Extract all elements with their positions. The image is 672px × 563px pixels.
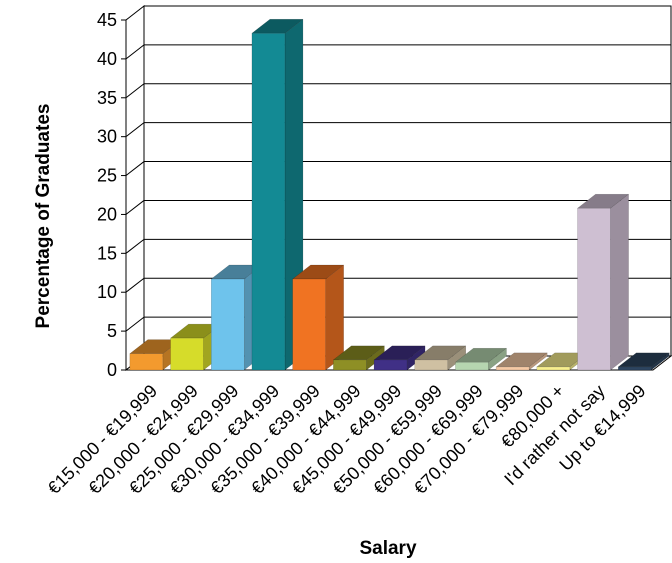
y-axis-title: Percentage of Graduates [33,104,54,329]
bar [373,345,426,371]
gridline-side [125,161,145,176]
y-tick-label: 0 [107,360,117,380]
gridline-side [125,277,145,293]
bar-front [170,337,204,371]
bar [291,264,345,371]
gridline-side [125,200,145,215]
y-tick-label: 15 [97,243,117,263]
bar-front [333,359,367,371]
bar [495,352,548,371]
side-wall [125,4,145,372]
y-tick-label: 20 [97,204,117,224]
bars-layer [129,18,670,371]
bar [617,352,670,371]
bar-front [373,359,408,371]
bar-front [455,361,489,371]
bar-front [577,207,611,371]
gridline-side [125,83,145,99]
y-tick-label: 35 [97,88,117,108]
y-tick-label: 5 [107,321,117,341]
bar-front [211,278,245,371]
y-tick-label: 40 [97,49,117,69]
bar-front [251,32,286,371]
gridline-side [125,122,145,138]
y-tick-labels: 0 5 10 15 20 25 30 35 40 45 [97,10,117,380]
bar-front [495,366,530,371]
gridline-side [125,44,145,60]
gridline-side [125,238,145,254]
bar [454,347,508,371]
y-tick-label: 10 [97,282,117,302]
y-tick-label: 30 [97,127,117,147]
bar-front [414,359,448,371]
x-tick-labels: €15,000 - €19,999€20,000 - €24,999€25,00… [44,381,650,498]
gridline-side [125,316,145,332]
bar-front [536,366,571,371]
y-tick-label: 45 [97,10,117,30]
bar [576,193,630,371]
y-tick-label: 25 [97,166,117,186]
bar-front [618,366,652,371]
x-axis-title: Salary [359,538,416,559]
bar-front [129,353,164,371]
bar-side [610,193,629,371]
bar-front [292,278,326,371]
